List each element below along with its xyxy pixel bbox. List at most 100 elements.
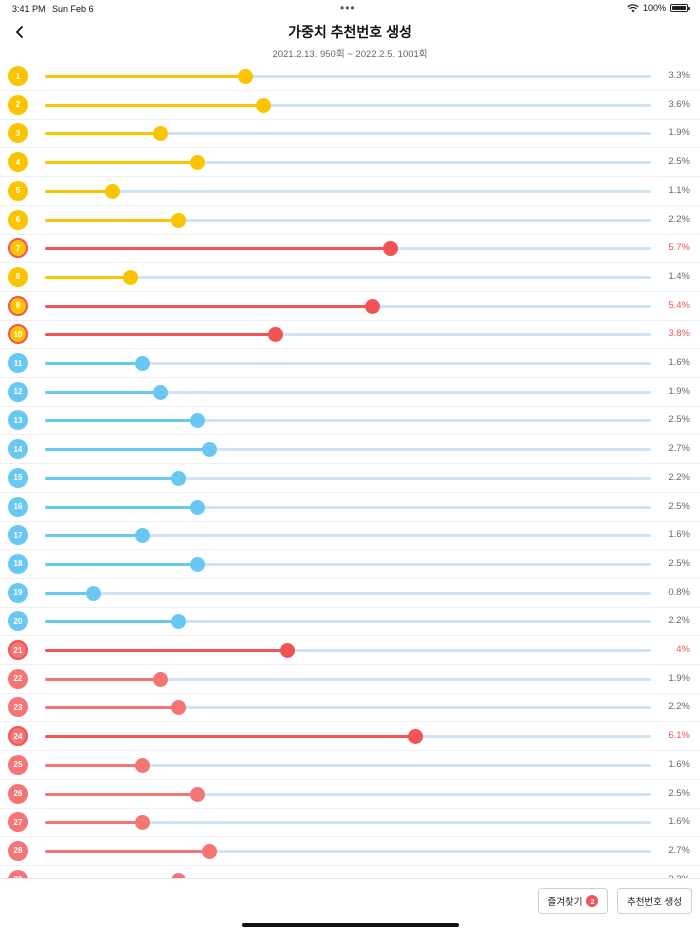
weight-slider[interactable] (45, 183, 651, 199)
weight-slider[interactable] (45, 585, 651, 601)
number-ball: 24 (8, 726, 28, 747)
weight-slider[interactable] (45, 241, 651, 257)
weight-slider[interactable] (45, 69, 651, 84)
status-bar: 3:41 PM Sun Feb 6 ••• 100% (0, 0, 700, 18)
slider-thumb[interactable] (189, 499, 205, 515)
weight-slider[interactable] (45, 97, 651, 113)
slider-fill (45, 132, 161, 136)
number-ball: 16 (8, 496, 28, 517)
weight-slider[interactable] (45, 843, 651, 859)
number-ball: 21 (8, 640, 28, 660)
slider-thumb[interactable] (134, 757, 150, 773)
generate-numbers-button[interactable]: 추천번호 생성 (617, 888, 692, 914)
weight-percent: 1.6% (668, 816, 690, 828)
slider-thumb[interactable] (365, 298, 381, 314)
weight-slider[interactable] (45, 269, 651, 285)
back-button[interactable] (10, 22, 30, 42)
slider-thumb[interactable] (256, 97, 272, 113)
weight-slider[interactable] (45, 671, 651, 687)
slider-thumb[interactable] (280, 643, 296, 658)
slider-thumb[interactable] (201, 442, 217, 458)
status-time: 3:41 PM (12, 4, 46, 14)
slider-thumb[interactable] (171, 700, 187, 716)
slider-thumb[interactable] (122, 269, 138, 285)
slider-thumb[interactable] (189, 155, 205, 171)
slider-thumb[interactable] (407, 729, 423, 745)
slider-thumb[interactable] (268, 327, 284, 343)
weight-percent: 1.6% (668, 758, 690, 770)
slider-fill (45, 362, 142, 365)
slider-thumb[interactable] (134, 815, 150, 831)
weight-slider[interactable] (45, 442, 651, 458)
weight-slider[interactable] (45, 499, 651, 515)
weight-percent: 2.2% (668, 874, 690, 878)
slider-thumb[interactable] (171, 614, 187, 630)
multitasking-dots-icon[interactable]: ••• (340, 1, 356, 15)
number-ball: 8 (8, 266, 28, 287)
weight-slider[interactable] (45, 700, 651, 716)
slider-thumb[interactable] (153, 671, 169, 687)
weight-slider[interactable] (45, 643, 651, 658)
weight-percent: 2.2% (668, 213, 690, 225)
slider-thumb[interactable] (171, 470, 187, 486)
slider-thumb[interactable] (134, 356, 150, 371)
slider-fill (45, 620, 179, 624)
number-row: 25 1.6% (0, 751, 700, 780)
weight-slider[interactable] (45, 212, 651, 228)
weight-slider[interactable] (45, 413, 651, 429)
slider-fill (45, 706, 179, 710)
weight-percent: 1.9% (668, 385, 690, 397)
battery-icon (670, 4, 690, 12)
slider-fill (45, 792, 197, 796)
slider-fill (45, 849, 209, 853)
slider-fill (45, 247, 391, 251)
slider-thumb[interactable] (86, 585, 102, 601)
slider-thumb[interactable] (153, 384, 169, 400)
number-ball: 12 (8, 381, 28, 402)
number-row: 24 6.1% (0, 722, 700, 752)
weight-percent: 2.7% (668, 443, 690, 455)
slider-thumb[interactable] (189, 556, 205, 572)
weight-slider[interactable] (45, 556, 651, 572)
status-date: Sun Feb 6 (52, 4, 94, 14)
weight-slider[interactable] (45, 614, 651, 630)
number-ball: 23 (8, 697, 28, 718)
number-row: 10 3.8% (0, 320, 700, 350)
weight-slider[interactable] (45, 528, 651, 544)
weight-slider[interactable] (45, 470, 651, 486)
favorites-button[interactable]: 즐겨찾기 2 (538, 888, 608, 914)
weight-slider[interactable] (45, 786, 651, 802)
weight-list[interactable]: 1 3.3% 2 3.6% 3 1.9% 4 2.5% 5 1.1% 6 2.2% 7 5.7% 8 1.4%… (0, 62, 700, 878)
weight-slider[interactable] (45, 356, 651, 371)
number-row: 28 2.7% (0, 837, 700, 866)
slider-thumb[interactable] (189, 413, 205, 429)
number-ball: 17 (8, 525, 28, 546)
number-ball: 27 (8, 812, 28, 833)
number-ball: 15 (8, 467, 28, 488)
slider-thumb[interactable] (171, 212, 187, 228)
slider-thumb[interactable] (153, 126, 169, 142)
slider-thumb[interactable] (237, 69, 253, 84)
slider-thumb[interactable] (104, 183, 120, 199)
weight-percent: 1.6% (668, 529, 690, 541)
slider-thumb[interactable] (171, 872, 187, 878)
slider-thumb[interactable] (189, 786, 205, 802)
number-ball: 3 (8, 123, 28, 144)
slider-fill (45, 103, 264, 107)
number-ball: 9 (8, 295, 28, 316)
weight-percent: 3.6% (668, 98, 690, 110)
weight-slider[interactable] (45, 327, 651, 343)
weight-slider[interactable] (45, 757, 651, 773)
weight-slider[interactable] (45, 384, 651, 400)
weight-slider[interactable] (45, 155, 651, 171)
slider-thumb[interactable] (201, 843, 217, 859)
weight-slider[interactable] (45, 298, 651, 314)
slider-thumb[interactable] (134, 528, 150, 544)
date-range-subtitle: 2021.2.13. 950회 ~ 2022.2.5. 1001회 (272, 49, 428, 60)
weight-slider[interactable] (45, 815, 651, 831)
weight-percent: 6.1% (668, 730, 690, 742)
weight-slider[interactable] (45, 126, 651, 142)
weight-percent: 2.2% (668, 615, 690, 627)
slider-thumb[interactable] (383, 241, 399, 257)
weight-slider[interactable] (45, 729, 651, 745)
